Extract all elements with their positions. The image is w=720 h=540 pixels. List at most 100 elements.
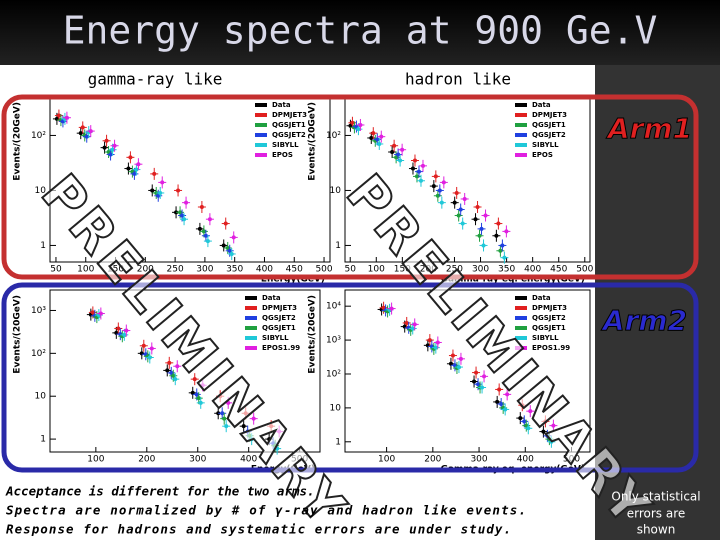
- note: Response for hadrons and systematic erro…: [6, 522, 511, 537]
- data-point: [456, 213, 461, 218]
- data-point: [494, 233, 499, 238]
- data-point: [410, 326, 415, 331]
- data-point: [180, 213, 185, 218]
- x-tick-label: 350: [226, 265, 243, 275]
- data-point: [245, 429, 250, 434]
- title-band: [0, 0, 720, 65]
- legend-marker: [255, 143, 267, 147]
- data-point: [549, 439, 554, 444]
- side-note: Only statistical: [611, 490, 700, 504]
- x-tick-label: 500: [563, 455, 580, 465]
- data-point: [412, 322, 417, 327]
- data-point: [275, 446, 280, 451]
- x-tick-label: 150: [394, 265, 411, 275]
- data-point: [369, 135, 374, 140]
- x-tick-label: 350: [498, 265, 515, 275]
- legend-label: DPMJET3: [532, 304, 567, 312]
- data-point: [448, 361, 453, 366]
- column-label: hadron like: [405, 70, 511, 89]
- data-point: [435, 193, 440, 198]
- legend-label: EPOS1.99: [532, 344, 570, 352]
- x-tick-label: 400: [256, 265, 273, 275]
- data-point: [414, 174, 419, 179]
- data-point: [104, 138, 109, 143]
- x-tick-label: 200: [424, 455, 441, 465]
- data-point: [348, 123, 353, 128]
- data-point: [224, 424, 229, 429]
- legend-marker: [515, 326, 527, 330]
- legend-marker: [515, 113, 527, 117]
- data-point: [80, 125, 85, 130]
- slide-title: Energy spectra at 900 Ge.V: [63, 9, 658, 53]
- data-point: [132, 171, 137, 176]
- data-point: [225, 245, 230, 250]
- x-tick-label: 100: [87, 455, 104, 465]
- x-tick-label: 400: [524, 265, 541, 275]
- data-point: [149, 346, 154, 351]
- side-note: shown: [637, 523, 676, 537]
- data-point: [400, 147, 405, 152]
- data-point: [500, 243, 505, 248]
- data-point: [495, 399, 500, 404]
- x-tick-label: 400: [240, 455, 257, 465]
- data-point: [269, 424, 274, 429]
- legend-label: EPOS: [272, 151, 293, 159]
- data-point: [207, 217, 212, 222]
- data-point: [456, 365, 461, 370]
- data-point: [141, 343, 146, 348]
- data-point: [156, 193, 161, 198]
- data-point: [371, 131, 376, 136]
- data-point: [112, 143, 117, 148]
- x-tick-label: 50: [50, 265, 62, 275]
- data-point: [201, 229, 206, 234]
- legend-marker: [255, 123, 267, 127]
- data-point: [503, 407, 508, 412]
- data-point: [128, 155, 133, 160]
- legend-marker: [515, 346, 527, 350]
- legend-marker: [515, 153, 527, 157]
- x-tick-label: 200: [137, 265, 154, 275]
- data-point: [152, 171, 157, 176]
- x-tick-label: 200: [420, 265, 437, 275]
- legend-marker: [245, 326, 257, 330]
- legend-marker: [515, 123, 527, 127]
- arm2-frame: [1, 282, 699, 473]
- data-point: [479, 226, 484, 231]
- data-point: [247, 433, 252, 438]
- x-tick-label: 300: [470, 455, 487, 465]
- legend-label: QGSJET2: [262, 314, 296, 322]
- data-point: [528, 409, 533, 414]
- data-point: [496, 221, 501, 226]
- data-point: [392, 143, 397, 148]
- data-point: [418, 178, 423, 183]
- x-tick-label: 500: [315, 265, 332, 275]
- data-point: [231, 235, 236, 240]
- data-point: [462, 196, 467, 201]
- x-tick-label: 100: [77, 265, 94, 275]
- data-point: [458, 356, 463, 361]
- data-point: [88, 129, 93, 134]
- data-point: [502, 255, 507, 260]
- legend-label: QGSJET1: [272, 121, 306, 129]
- y-tick-label: 10⁴: [326, 302, 341, 312]
- data-point: [175, 364, 180, 369]
- legend-label: Data: [272, 101, 291, 109]
- data-point: [420, 163, 425, 168]
- data-point: [460, 221, 465, 226]
- y-tick-label: 1: [335, 241, 341, 251]
- data-point: [273, 443, 278, 448]
- y-tick-label: 1: [335, 437, 341, 447]
- x-tick-label: 200: [138, 455, 155, 465]
- legend-marker: [515, 296, 527, 300]
- y-tick-label: 10: [35, 186, 47, 196]
- legend-label: SIBYLL: [532, 141, 559, 149]
- data-point: [205, 239, 210, 244]
- data-point: [410, 166, 415, 171]
- legend-marker: [515, 316, 527, 320]
- y-axis-label: Events/(20GeV): [308, 295, 318, 374]
- data-point: [541, 429, 546, 434]
- data-point: [454, 190, 459, 195]
- y-tick-label: 10: [35, 392, 47, 402]
- data-point: [190, 390, 195, 395]
